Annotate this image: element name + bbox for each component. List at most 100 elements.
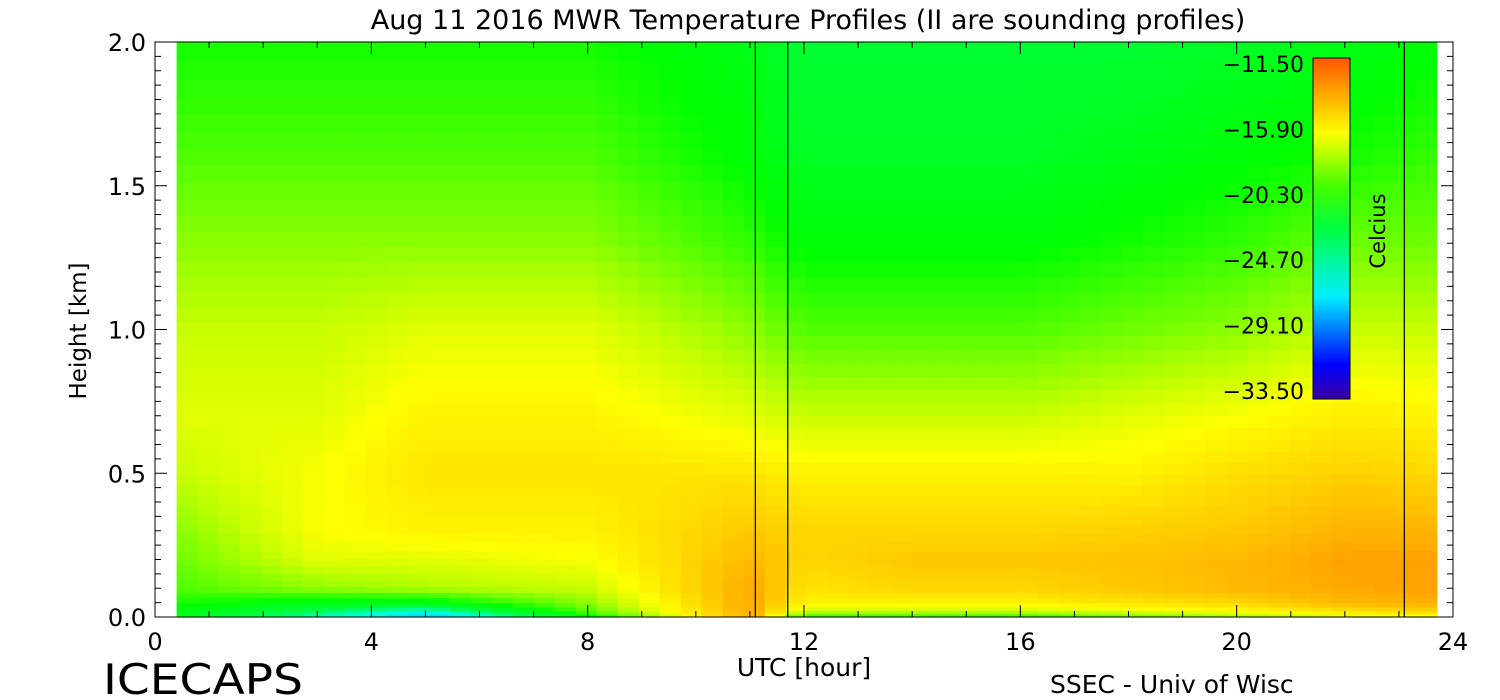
heatmap-cell xyxy=(617,292,640,308)
heatmap-cell xyxy=(1310,42,1333,61)
heatmap-cell xyxy=(1037,182,1060,200)
heatmap-cell xyxy=(1352,335,1375,350)
heatmap-cell xyxy=(701,494,724,506)
heatmap-cell xyxy=(827,246,850,263)
heatmap-cell xyxy=(239,230,262,247)
heatmap-cell xyxy=(470,504,493,516)
heatmap-cell xyxy=(554,96,577,115)
heatmap-cell xyxy=(1079,439,1102,452)
heatmap-cell xyxy=(806,96,829,115)
heatmap-cell xyxy=(281,246,304,263)
heatmap-cell xyxy=(575,427,598,440)
heatmap-cell xyxy=(869,462,892,475)
heatmap-cell xyxy=(281,462,304,475)
heatmap-cell xyxy=(1016,524,1039,534)
heatmap-cell xyxy=(911,292,934,308)
heatmap-cell xyxy=(1310,439,1333,452)
x-tick-label: 24 xyxy=(1438,628,1469,656)
heatmap-cell xyxy=(260,402,283,416)
heatmap-cell xyxy=(575,494,598,506)
heatmap-cell xyxy=(1205,277,1228,293)
heatmap-cell xyxy=(218,484,241,496)
heatmap-cell xyxy=(1310,580,1333,587)
heatmap-cell xyxy=(953,306,976,322)
heatmap-cell xyxy=(1079,321,1102,336)
heatmap-cell xyxy=(1373,610,1396,615)
heatmap-cell xyxy=(890,131,913,149)
y-tick-label: 1.5 xyxy=(108,173,146,201)
heatmap-cell xyxy=(1184,586,1207,593)
heatmap-cell xyxy=(533,602,556,608)
heatmap-cell xyxy=(197,113,220,132)
heatmap-cell xyxy=(890,261,913,278)
heatmap-cell xyxy=(1184,402,1207,416)
heatmap-cell xyxy=(785,533,808,543)
heatmap-cell xyxy=(1121,96,1144,115)
heatmap-cell xyxy=(344,261,367,278)
heatmap-cell xyxy=(407,542,430,551)
heatmap-cell xyxy=(260,198,283,216)
heatmap-cell xyxy=(680,473,703,485)
heatmap-cell xyxy=(953,96,976,115)
heatmap-cell xyxy=(1415,198,1438,216)
heatmap-cell xyxy=(953,613,976,617)
heatmap-cell xyxy=(659,306,682,322)
colorbar-tick-label: −20.30 xyxy=(1223,184,1304,209)
heatmap-cell xyxy=(995,182,1018,200)
heatmap-cell xyxy=(1394,514,1417,525)
heatmap-cell xyxy=(176,131,199,149)
heatmap-cell xyxy=(218,261,241,278)
heatmap-cell xyxy=(428,321,451,336)
heatmap-cell xyxy=(302,292,325,308)
heatmap-cell xyxy=(1415,292,1438,308)
heatmap-cell xyxy=(323,573,346,581)
heatmap-cell xyxy=(260,606,283,612)
heatmap-cell xyxy=(1142,613,1165,617)
heatmap-cell xyxy=(659,504,682,516)
heatmap-cell xyxy=(1058,198,1081,216)
heatmap-cell xyxy=(575,306,598,322)
heatmap-cell xyxy=(785,261,808,278)
colorbar xyxy=(1312,57,1351,400)
x-tick-label: 20 xyxy=(1221,628,1252,656)
heatmap-cell xyxy=(365,389,388,404)
heatmap-cell xyxy=(659,321,682,336)
heatmap-cell xyxy=(1037,494,1060,506)
heatmap-cell xyxy=(1058,363,1081,378)
heatmap-cell xyxy=(344,484,367,496)
heatmap-cell xyxy=(344,292,367,308)
heatmap-cell xyxy=(701,580,724,587)
heatmap-cell xyxy=(1226,514,1249,525)
heatmap-cell xyxy=(1142,566,1165,574)
heatmap-cell xyxy=(1058,78,1081,97)
heatmap-cell xyxy=(1184,473,1207,485)
heatmap-cell xyxy=(1037,484,1060,496)
heatmap-cell xyxy=(1310,597,1333,604)
heatmap-cell xyxy=(953,494,976,506)
heatmap-cell xyxy=(1331,427,1354,440)
heatmap-cell xyxy=(764,504,787,516)
heatmap-cell xyxy=(323,613,346,617)
heatmap-cell xyxy=(1121,148,1144,166)
heatmap-cell xyxy=(1142,182,1165,200)
heatmap-cell xyxy=(1247,182,1270,200)
heatmap-cell xyxy=(848,462,871,475)
heatmap-cell xyxy=(407,602,430,608)
heatmap-cell xyxy=(365,427,388,440)
heatmap-cell xyxy=(974,473,997,485)
heatmap-cell xyxy=(1310,415,1333,428)
heatmap-cell xyxy=(533,606,556,612)
heatmap-cell xyxy=(1163,277,1186,293)
heatmap-cell xyxy=(659,592,682,599)
heatmap-cell xyxy=(1184,524,1207,534)
heatmap-cell xyxy=(491,514,514,525)
heatmap-cell xyxy=(680,42,703,61)
heatmap-cell xyxy=(554,42,577,61)
heatmap-cell xyxy=(659,613,682,617)
heatmap-cell xyxy=(1142,363,1165,378)
heatmap-cell xyxy=(1079,261,1102,278)
heatmap-cell xyxy=(848,376,871,391)
heatmap-cell xyxy=(554,402,577,416)
heatmap-cell xyxy=(890,566,913,574)
heatmap-cell xyxy=(1268,165,1291,183)
